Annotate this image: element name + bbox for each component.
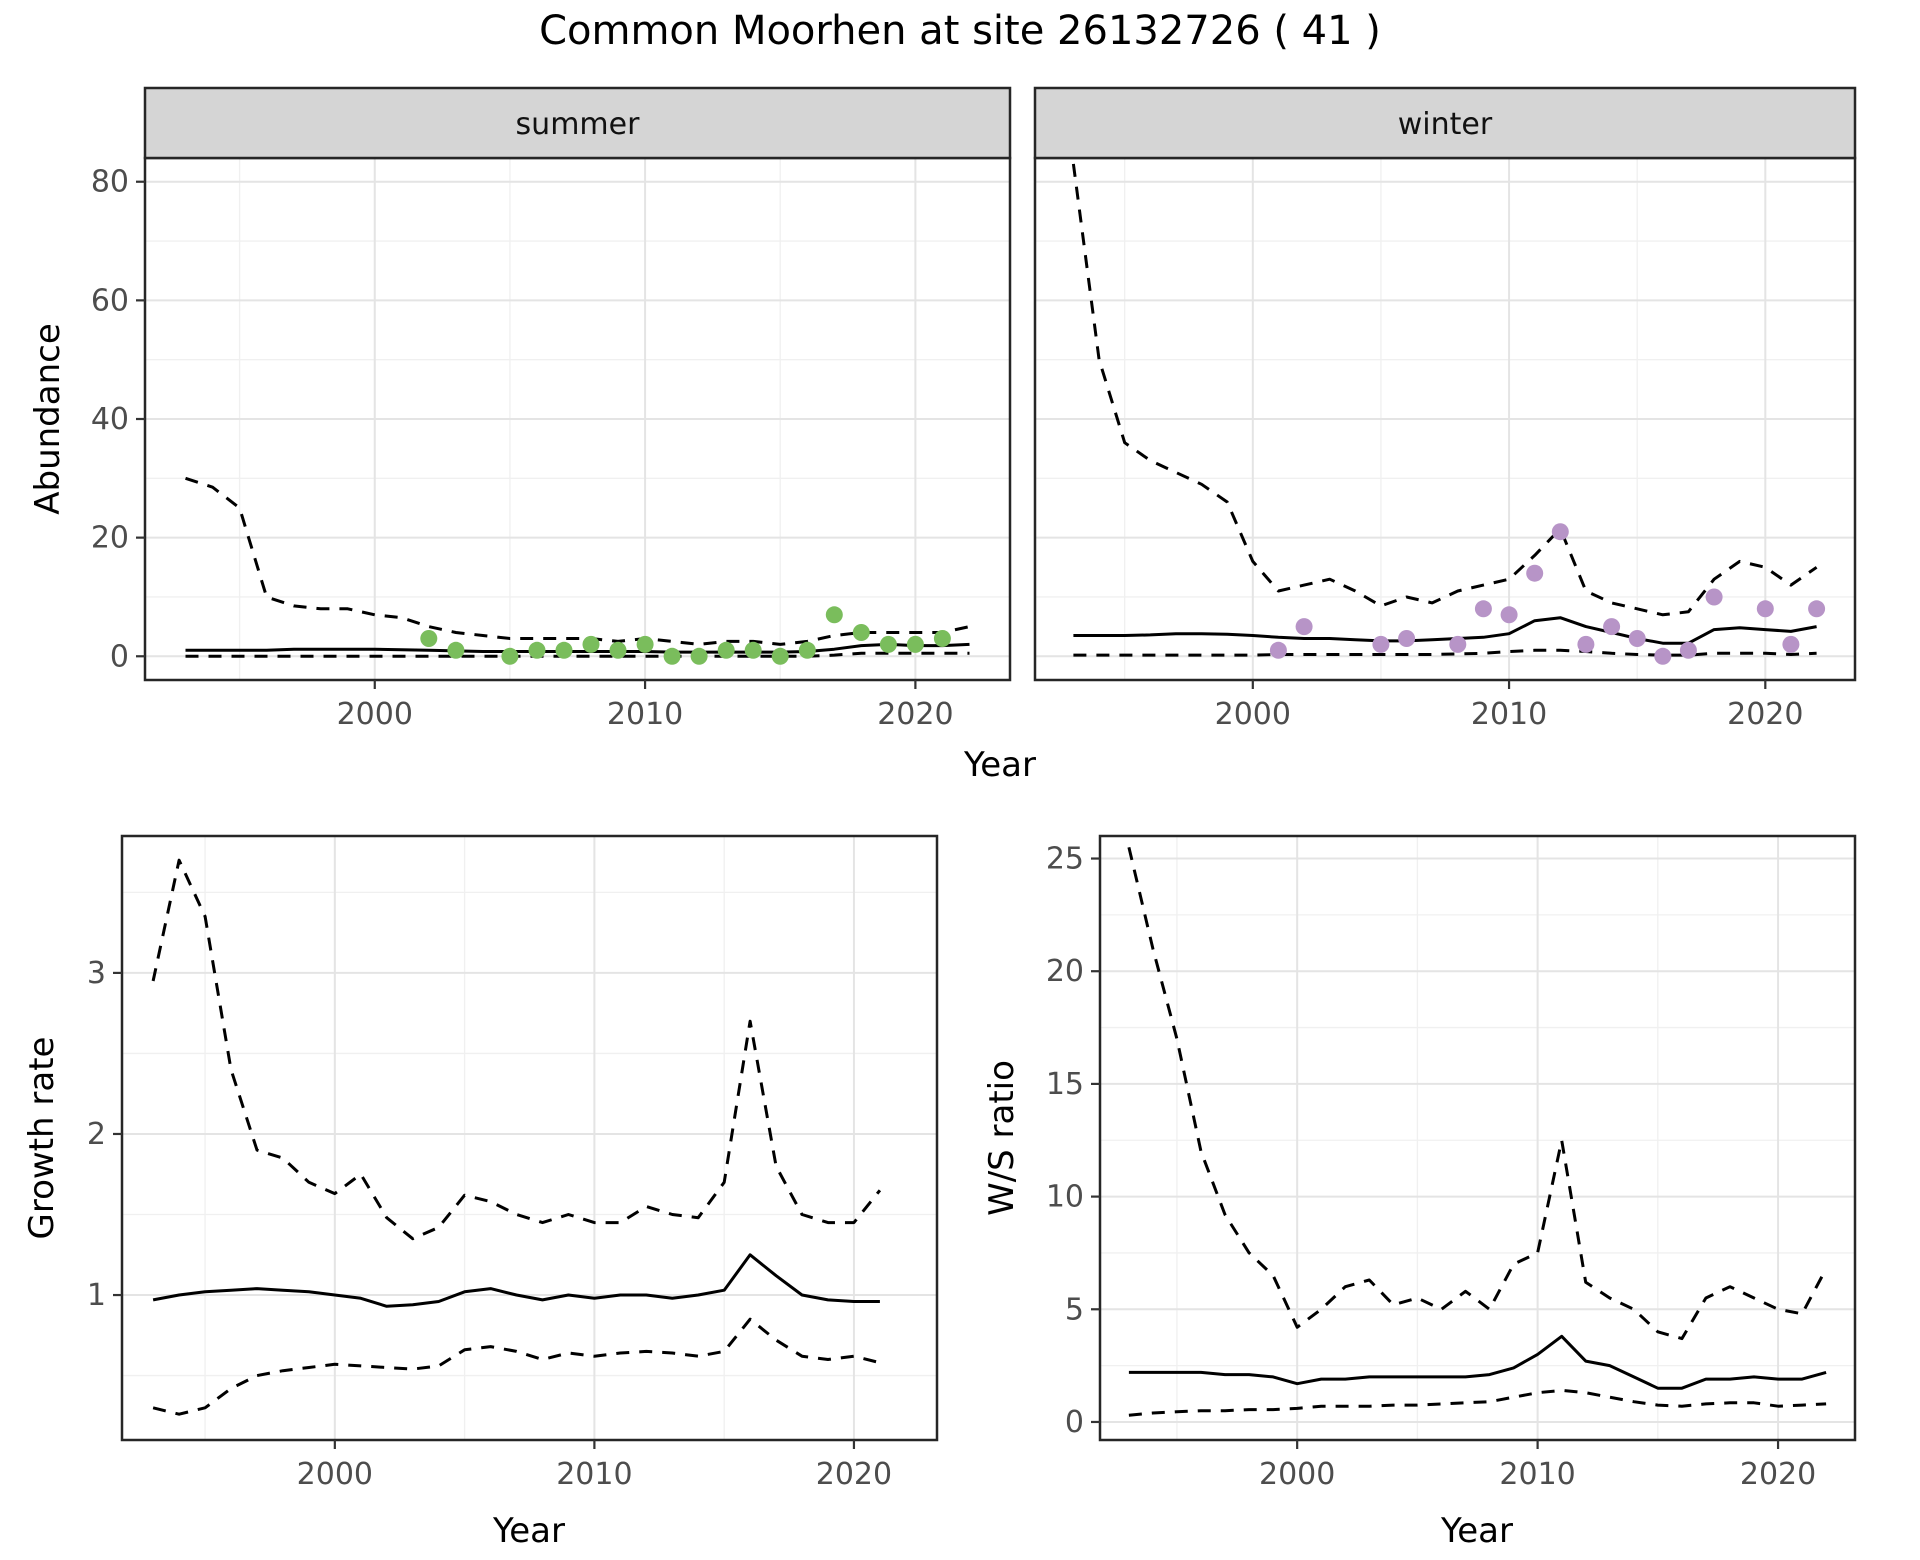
y-tick-label: 15 bbox=[1046, 1067, 1084, 1102]
summer_abundance-observed-point bbox=[933, 630, 951, 647]
ws_ratio-upper_ci-line bbox=[1127, 846, 1828, 1341]
winter_abundance-observed-point bbox=[1398, 630, 1416, 647]
summer_abundance-upper_ci-line bbox=[185, 476, 970, 646]
winter_abundance-observed-point bbox=[1551, 523, 1569, 541]
x-tick-label: 2010 bbox=[556, 1457, 632, 1492]
winter_abundance-observed-point bbox=[1526, 564, 1544, 582]
year-axis-label-bottom-right: Year bbox=[1441, 1511, 1513, 1551]
growth_rate-panel-border bbox=[120, 834, 939, 1442]
summer_abundance-observed-point bbox=[582, 635, 600, 653]
winter_abundance-observed-point bbox=[1628, 630, 1646, 647]
summer_abundance-observed-point bbox=[798, 641, 816, 659]
winter_abundance-observed-point bbox=[1269, 641, 1287, 659]
winter_abundance-observed-point bbox=[1500, 606, 1518, 624]
summer_abundance-median-line bbox=[185, 642, 970, 654]
winter_abundance-lower_ci-line bbox=[1073, 648, 1817, 657]
winter_abundance-observed-point bbox=[1654, 647, 1672, 665]
summer_abundance-observed-point bbox=[717, 641, 735, 659]
x-tick-label: 2000 bbox=[1215, 697, 1291, 732]
ws_ratio-series-group bbox=[1127, 846, 1828, 1417]
winter_abundance-observed-point bbox=[1705, 588, 1723, 606]
summer_abundance-observed-point bbox=[555, 641, 573, 659]
x-tick-label: 2000 bbox=[337, 697, 413, 732]
x-tick-label: 2010 bbox=[1471, 697, 1547, 732]
abundance-axis-label: Abundance bbox=[28, 323, 68, 515]
y-tick-label: 0 bbox=[1065, 1405, 1084, 1440]
ws_ratio-panel: 2000 2010 2020 0 5 10 15 20 25 bbox=[1046, 834, 1857, 1492]
y-tick-label: 10 bbox=[1046, 1180, 1084, 1215]
y-tick-label: 25 bbox=[1046, 842, 1084, 877]
winter_abundance-panel: winter 2000 2010 2020 bbox=[1033, 86, 1857, 732]
summer_abundance-observed-point bbox=[609, 641, 627, 659]
y-tick-label: 0 bbox=[110, 639, 129, 674]
x-tick-label: 2000 bbox=[297, 1457, 373, 1492]
summer_abundance-observed-point bbox=[501, 647, 519, 665]
summer_abundance-observed-point bbox=[744, 641, 762, 659]
summer_abundance-lower_ci-line bbox=[185, 651, 970, 658]
winter_abundance-median-line bbox=[1073, 616, 1817, 645]
growth_rate-upper_ci-line bbox=[151, 858, 882, 1241]
summer_abundance-observed-point bbox=[879, 635, 897, 653]
winter_abundance-series-group bbox=[1071, 163, 1826, 665]
y-tick-label: 2 bbox=[87, 1117, 106, 1152]
winter_abundance-observed-point bbox=[1577, 635, 1595, 653]
x-tick-label: 2020 bbox=[877, 697, 953, 732]
y-tick-label: 3 bbox=[87, 956, 106, 991]
winter_abundance-facet-strip bbox=[1033, 86, 1857, 160]
y-tick-label: 60 bbox=[91, 283, 129, 318]
summer_abundance-observed-point bbox=[906, 635, 924, 653]
summer_abundance-observed-point bbox=[420, 630, 438, 647]
winter_abundance-observed-point bbox=[1782, 635, 1800, 653]
year-axis-label-bottom-left: Year bbox=[493, 1511, 565, 1551]
summer_abundance-observed-point bbox=[528, 641, 546, 659]
x-tick-label: 2020 bbox=[816, 1457, 892, 1492]
year-axis-label-top: Year bbox=[964, 745, 1036, 785]
y-tick-label: 40 bbox=[91, 402, 129, 437]
x-tick-label: 2000 bbox=[1259, 1457, 1335, 1492]
x-tick-label: 2010 bbox=[1499, 1457, 1575, 1492]
winter_abundance-facet-label: winter bbox=[1398, 107, 1493, 142]
growth_rate-panel-background bbox=[122, 836, 937, 1440]
summer_abundance-observed-point bbox=[447, 641, 465, 659]
growth_rate-lower_ci-line bbox=[152, 1317, 881, 1416]
winter_abundance-observed-point bbox=[1808, 600, 1826, 618]
x-tick-label: 2020 bbox=[1727, 697, 1803, 732]
y-tick-label: 20 bbox=[1046, 954, 1084, 989]
winter_abundance-observed-point bbox=[1372, 635, 1390, 653]
y-tick-label: 1 bbox=[87, 1278, 106, 1313]
ws_ratio-panel-border bbox=[1098, 834, 1857, 1442]
x-tick-label: 2010 bbox=[607, 697, 683, 732]
growth_rate-panel: 2000 2010 2020 1 2 3 bbox=[87, 834, 939, 1492]
summer_abundance-observed-point bbox=[663, 647, 681, 665]
winter_abundance-observed-point bbox=[1449, 635, 1467, 653]
summer_abundance-series-group bbox=[185, 476, 970, 665]
ws_ratio-median-line bbox=[1128, 1334, 1827, 1390]
summer_abundance-panel: summer 2000 2010 2020 0 20 40 60 80 bbox=[91, 86, 1012, 732]
y-tick-label: 80 bbox=[91, 165, 129, 200]
chart-title: Common Moorhen at site 26132726 ( 41 ) bbox=[539, 8, 1381, 54]
summer_abundance-observed-point bbox=[825, 606, 843, 624]
y-tick-label: 20 bbox=[91, 521, 129, 556]
winter_abundance-observed-point bbox=[1603, 618, 1621, 636]
ws-ratio-axis-label: W/S ratio bbox=[982, 1060, 1022, 1216]
growth-rate-axis-label: Growth rate bbox=[22, 1036, 62, 1240]
winter_abundance-observed-point bbox=[1474, 600, 1492, 618]
growth_rate-series-group bbox=[151, 858, 882, 1416]
winter_abundance-observed-point bbox=[1679, 641, 1697, 659]
winter_abundance-observed-point bbox=[1295, 618, 1313, 636]
summer_abundance-observed-point bbox=[852, 624, 870, 641]
growth_rate-median-line bbox=[152, 1253, 880, 1308]
summer_abundance-facet-label: summer bbox=[516, 107, 641, 142]
ws_ratio-panel-background bbox=[1100, 836, 1855, 1440]
summer_abundance-observed-point bbox=[636, 635, 654, 653]
y-tick-label: 5 bbox=[1065, 1292, 1084, 1327]
summer_abundance-observed-point bbox=[690, 647, 708, 665]
ws_ratio-lower_ci-line bbox=[1128, 1388, 1827, 1417]
winter_abundance-observed-point bbox=[1756, 600, 1774, 618]
x-tick-label: 2020 bbox=[1740, 1457, 1816, 1492]
summer_abundance-observed-point bbox=[771, 647, 789, 665]
summer_abundance-facet-strip bbox=[143, 86, 1012, 160]
